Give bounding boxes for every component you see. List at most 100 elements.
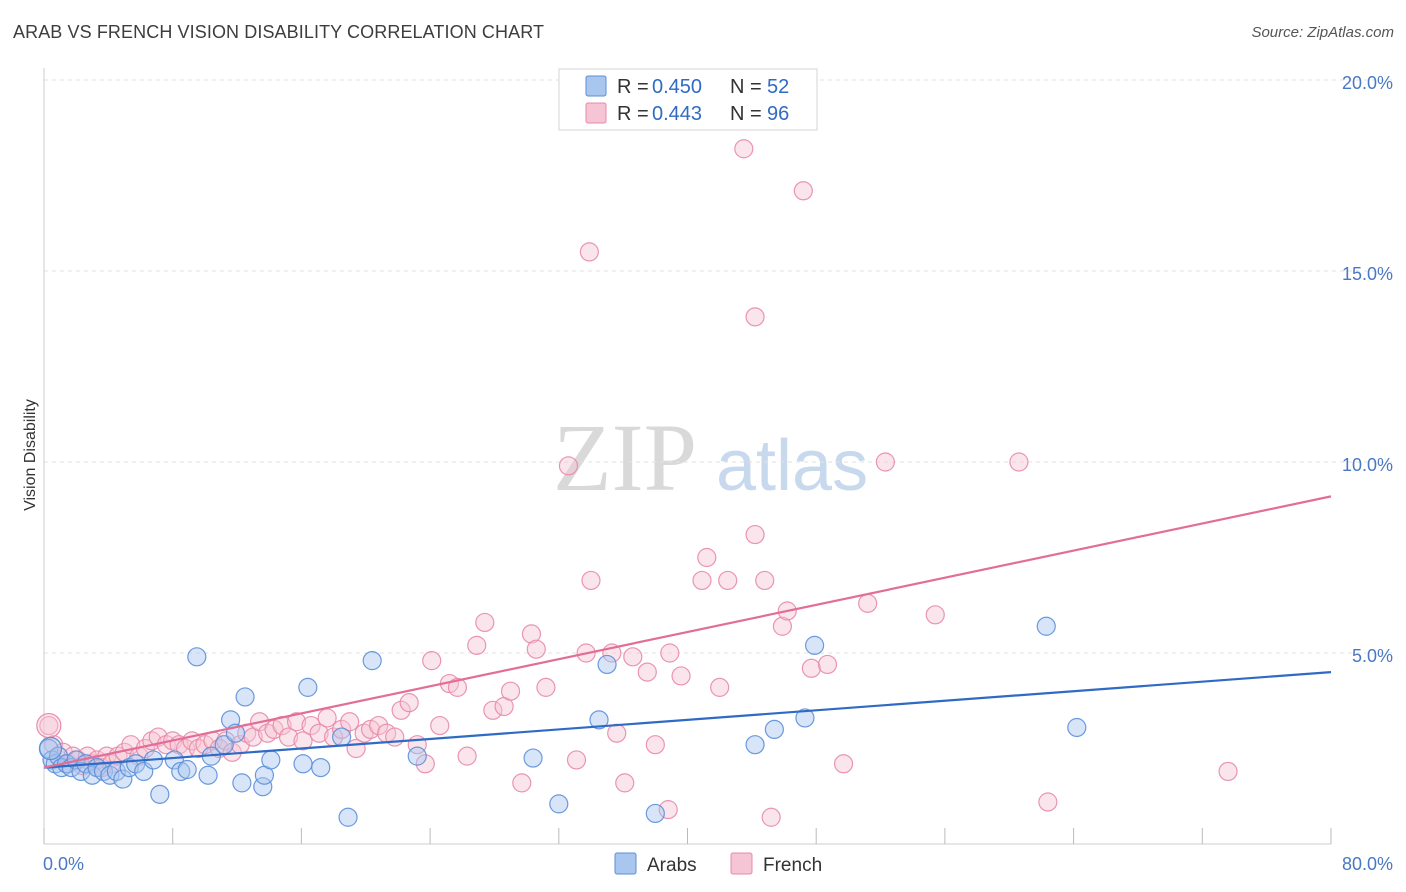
point-french (385, 727, 405, 747)
bottom-legend-swatch-french (730, 852, 753, 875)
point-french (1038, 792, 1058, 812)
point-arabs (232, 773, 252, 793)
y-tick-label: 15.0% (1342, 264, 1393, 284)
point-french (579, 242, 599, 262)
point-french (793, 181, 813, 201)
point-french-cluster (36, 712, 62, 739)
point-arabs (311, 757, 331, 778)
legend-n-value-arabs: 52 (767, 76, 789, 98)
point-arabs (332, 727, 352, 747)
point-arabs (298, 677, 318, 697)
point-french (1218, 761, 1238, 782)
legend-swatch-french (585, 102, 607, 124)
legend-r-label-arabs: R = (617, 76, 649, 98)
legend-r-label-french: R = (617, 103, 649, 125)
point-french (581, 570, 601, 591)
legend-swatch-arabs (585, 75, 607, 97)
point-arabs (645, 803, 665, 824)
point-arabs (597, 654, 617, 675)
point-french (734, 139, 754, 159)
point-french (623, 647, 643, 667)
bottom-legend-label-french: French (763, 855, 822, 876)
point-french (278, 727, 299, 747)
bottom-legend: Arabs French (614, 852, 822, 876)
point-arabs (198, 765, 218, 785)
point-french (340, 712, 360, 732)
point-french (293, 731, 313, 751)
source-label: Source: ZipAtlas.com (1251, 24, 1394, 41)
point-french (536, 677, 556, 697)
point-french (755, 570, 775, 591)
x-tick-label-max: 80.0% (1342, 854, 1393, 874)
point-french (391, 700, 411, 720)
point-french (447, 677, 468, 697)
point-french (467, 635, 487, 655)
point-arabs (261, 750, 281, 770)
point-french (558, 456, 579, 476)
point-french (925, 605, 945, 625)
watermark-atlas: atlas (716, 426, 868, 506)
watermark: ZIP atlas (553, 404, 868, 511)
point-french (512, 773, 532, 793)
point-arabs-cluster (38, 736, 63, 761)
point-french (660, 643, 680, 663)
point-arabs (523, 748, 543, 768)
point-french (566, 750, 587, 770)
point-french (817, 654, 838, 675)
point-french (745, 524, 765, 545)
legend-r-value-french: 0.443 (652, 103, 702, 125)
y-tick-label: 5.0% (1352, 646, 1393, 666)
point-french (858, 593, 878, 613)
point-french (645, 735, 665, 755)
point-french (332, 719, 352, 740)
tick-labels: 20.0% 15.0% 10.0% 5.0% 0.0% 80.0% (43, 73, 1393, 874)
legend-n-label-arabs: N = (730, 76, 762, 98)
point-french (1009, 452, 1029, 472)
point-arabs (187, 647, 207, 667)
point-arabs (362, 651, 382, 671)
point-arabs (113, 769, 133, 789)
point-french (718, 570, 738, 591)
point-arabs (164, 750, 184, 770)
point-french (430, 715, 450, 736)
point-french (309, 723, 329, 743)
point-arabs (177, 759, 197, 780)
point-french (772, 616, 793, 636)
point-arabs (795, 708, 815, 728)
point-french (500, 681, 521, 701)
point-french (286, 712, 307, 732)
point-french (521, 624, 542, 644)
point-french (301, 715, 321, 736)
legend-r-value-arabs: 0.450 (652, 76, 702, 98)
y-axis-title: Vision Disability (22, 399, 39, 511)
point-arabs (338, 807, 358, 827)
point-french (692, 570, 712, 591)
point-french (526, 639, 546, 659)
point-french (658, 800, 678, 820)
point-french (483, 700, 503, 720)
bottom-legend-swatch-arabs (614, 852, 637, 875)
point-arabs (745, 735, 765, 755)
bottom-legend-label-arabs: Arabs (647, 855, 697, 876)
point-arabs (235, 687, 255, 707)
point-french (369, 715, 389, 736)
point-arabs (1036, 616, 1056, 636)
legend-n-value-french: 96 (767, 103, 789, 125)
point-arabs (589, 710, 609, 730)
x-tick-label-min: 0.0% (43, 854, 84, 874)
point-french (637, 662, 657, 682)
point-french (399, 693, 419, 713)
point-french (671, 666, 691, 686)
point-french (39, 715, 59, 736)
point-arabs (1067, 717, 1087, 738)
point-arabs (804, 635, 825, 655)
chart-title: ARAB VS FRENCH VISION DISABILITY CORRELA… (13, 22, 545, 42)
point-french (475, 612, 495, 633)
point-french (422, 651, 442, 671)
point-french (415, 754, 435, 774)
grid-lines (44, 79, 1394, 654)
point-french (833, 754, 854, 774)
point-arabs (764, 719, 784, 740)
watermark-zip: ZIP (553, 404, 697, 511)
